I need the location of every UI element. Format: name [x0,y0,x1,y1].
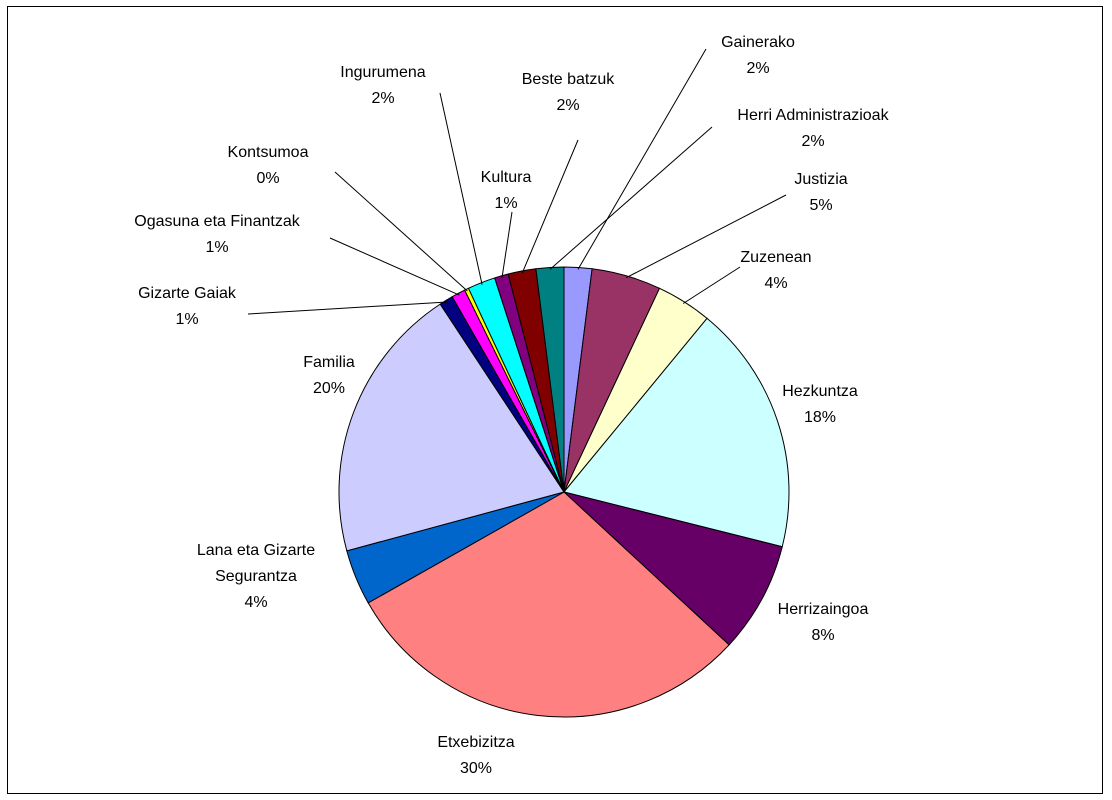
slice-percent: 18% [804,409,836,426]
slice-label: Herri Administrazioak 2% [737,107,889,150]
leader-line [625,194,787,279]
slice-percent: 2% [556,97,579,114]
leader-line [521,139,579,274]
slice-label: Gainerako 2% [721,34,795,77]
pie-slice-hezkuntza [563,317,790,548]
slice-percent: 2% [371,90,394,107]
leader-line [549,126,713,270]
slice-percent: 1% [205,239,228,256]
slice-label: Ingurumena 2% [340,64,425,107]
slice-category: Gizarte Gaiak [138,285,237,302]
leader-lines [247,48,787,315]
leader-line [501,211,513,278]
slice-category: Kontsumoa [228,144,309,161]
slice-category: Etxebizitza [437,734,514,751]
pie-slice-herrizaingoa [563,491,783,646]
slice-category: Kultura [481,169,532,186]
slice-category: Herrizaingoa [778,601,869,618]
slice-percent: 20% [313,380,345,397]
slice-category: Segurantza [215,568,297,585]
slice-category: Ogasuna eta Finantzak [134,213,300,230]
slice-label: Herrizaingoa 8% [778,601,869,644]
pie-slice-herri-administrazioak [535,266,565,493]
slice-label: Ogasuna eta Finantzak 1% [134,213,300,256]
pie-slice-familia [338,303,565,552]
slice-percent: 4% [764,275,787,292]
slice-label: Familia 20% [303,354,355,397]
slice-category: Herri Administrazioak [737,107,889,124]
slice-category: Lana eta Gizarte [197,542,315,559]
pie-slice-etxebizitza [367,491,730,718]
slice-label: Etxebizitza 30% [437,734,514,777]
slice-labels: Gainerako 2% Justizia 5% Zuzenean 4% Hezkuntza… [134,34,889,777]
slice-percent: 1% [494,195,517,212]
slice-percent: 0% [256,170,279,187]
slice-category: Familia [303,354,355,371]
leader-line [334,171,468,292]
slice-label: Gizarte Gaiak 1% [138,285,237,328]
leader-line [439,92,483,285]
slice-percent: 4% [244,594,267,611]
slice-category: Gainerako [721,34,795,51]
slice-percent: 2% [801,133,824,150]
leader-line [682,266,741,304]
slice-percent: 2% [746,60,769,77]
slice-percent: 1% [175,311,198,328]
slice-label: Hezkuntza 18% [782,383,858,426]
slice-label: Kontsumoa 0% [228,144,309,187]
slice-label: Zuzenean 4% [740,249,811,292]
leader-line [577,48,707,270]
slice-category: Zuzenean [740,249,811,266]
slice-percent: 5% [809,197,832,214]
slice-label: Justizia 5% [794,171,847,214]
slice-category: Hezkuntza [782,383,858,400]
slice-label: Beste batzuk 2% [522,71,616,114]
pie-slices [338,266,790,718]
slice-percent: 8% [811,627,834,644]
slice-category: Ingurumena [340,64,425,81]
slice-category: Beste batzuk [522,71,616,88]
slice-category: Justizia [794,171,847,188]
leader-line [247,301,448,315]
leader-line [329,237,460,296]
slice-label: Kultura 1% [481,169,532,212]
slice-label: Lana eta Gizarte Segurantza 4% [197,542,315,611]
slice-percent: 30% [460,760,492,777]
